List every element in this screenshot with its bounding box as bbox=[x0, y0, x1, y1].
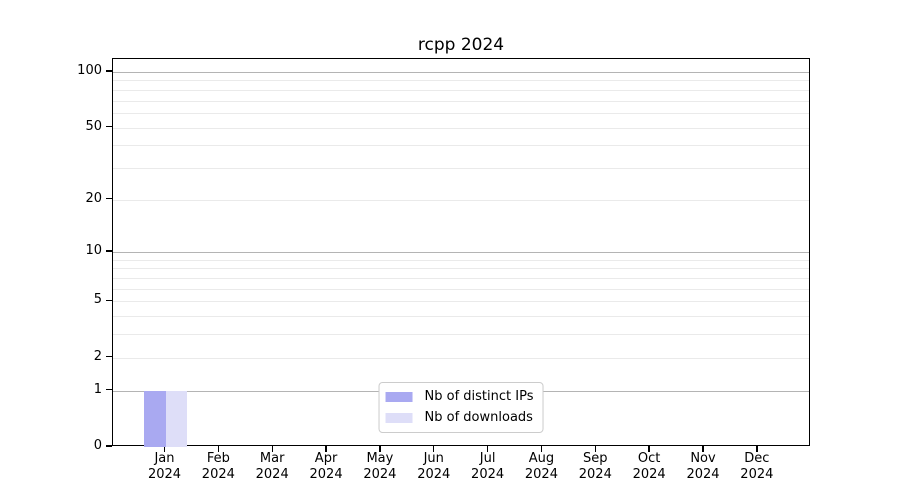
gridline-minor-2 bbox=[113, 357, 809, 359]
y-tick-5 bbox=[106, 299, 112, 302]
x-tick-nov bbox=[702, 446, 704, 452]
gridline-minor-5 bbox=[113, 301, 809, 303]
gridline-minor-70 bbox=[113, 100, 809, 102]
gridline-minor-30 bbox=[113, 167, 809, 169]
legend-label: Nb of downloads bbox=[424, 410, 533, 425]
gridline-minor-60 bbox=[113, 112, 809, 114]
plot-area: Nb of distinct IPs Nb of downloads bbox=[112, 58, 810, 447]
x-tick-jul bbox=[486, 446, 489, 452]
x-tick-jun bbox=[433, 446, 435, 452]
x-tick-label-aug: Aug 2024 bbox=[524, 451, 558, 482]
x-tick-oct bbox=[648, 446, 650, 452]
legend-swatch-icon bbox=[385, 413, 413, 423]
x-tick-label-dec: Dec 2024 bbox=[740, 451, 774, 482]
x-tick-aug bbox=[540, 446, 543, 452]
x-tick-label-nov: Nov 2024 bbox=[686, 451, 720, 482]
y-tick-label-10: 10 bbox=[85, 243, 102, 259]
gridline-minor-80 bbox=[113, 89, 809, 91]
x-tick-feb bbox=[217, 446, 220, 452]
gridline-major-10 bbox=[113, 252, 809, 254]
x-tick-label-may: May 2024 bbox=[363, 451, 397, 482]
gridline-minor-9 bbox=[113, 259, 809, 261]
x-tick-label-apr: Apr 2024 bbox=[309, 451, 343, 482]
x-tick-mar bbox=[271, 446, 273, 452]
legend: Nb of distinct IPs Nb of downloads bbox=[378, 382, 544, 433]
chart-title: rcpp 2024 bbox=[417, 35, 505, 55]
y-tick-label-100: 100 bbox=[77, 62, 102, 78]
gridline-minor-6 bbox=[113, 288, 809, 290]
y-tick-label-1: 1 bbox=[93, 381, 102, 397]
gridline-major-100 bbox=[113, 71, 809, 74]
y-tick-50 bbox=[106, 125, 112, 128]
gridline-minor-90 bbox=[113, 80, 809, 82]
y-tick-1 bbox=[106, 388, 112, 391]
gridline-minor-4 bbox=[113, 316, 809, 318]
x-tick-label-jul: Jul 2024 bbox=[471, 451, 505, 482]
x-tick-apr bbox=[325, 446, 327, 452]
gridline-minor-20 bbox=[113, 199, 809, 201]
y-tick-label-20: 20 bbox=[85, 190, 102, 206]
x-tick-label-jun: Jun 2024 bbox=[417, 451, 451, 482]
legend-entry-0: Nb of distinct IPs bbox=[385, 388, 534, 406]
x-tick-sep bbox=[594, 446, 596, 452]
y-tick-100 bbox=[106, 70, 112, 72]
legend-swatch-icon bbox=[385, 392, 413, 402]
gridline-minor-8 bbox=[113, 268, 809, 270]
y-tick-label-50: 50 bbox=[85, 118, 102, 134]
x-tick-dec bbox=[756, 446, 758, 452]
y-tick-10 bbox=[106, 250, 112, 252]
y-tick-label-5: 5 bbox=[93, 292, 102, 308]
bar-jan-2024-s0 bbox=[144, 390, 166, 447]
y-tick-label-0: 0 bbox=[93, 438, 102, 453]
y-tick-0 bbox=[106, 445, 112, 447]
gridline-minor-7 bbox=[113, 278, 809, 280]
x-tick-label-mar: Mar 2024 bbox=[255, 451, 289, 482]
gridline-minor-50 bbox=[113, 127, 809, 129]
legend-label: Nb of distinct IPs bbox=[424, 389, 534, 404]
x-tick-jan bbox=[163, 446, 166, 452]
x-tick-label-oct: Oct 2024 bbox=[632, 451, 666, 482]
gridline-minor-40 bbox=[113, 145, 809, 147]
y-tick-2 bbox=[106, 356, 112, 358]
x-tick-may bbox=[379, 446, 381, 452]
y-tick-label-2: 2 bbox=[93, 348, 102, 364]
gridline-minor-3 bbox=[113, 334, 809, 336]
legend-entry-1: Nb of downloads bbox=[385, 409, 534, 427]
x-tick-label-jan: Jan 2024 bbox=[147, 451, 182, 482]
x-tick-label-feb: Feb 2024 bbox=[201, 451, 235, 482]
bar-jan-2024-s1 bbox=[165, 390, 187, 447]
x-tick-label-sep: Sep 2024 bbox=[578, 451, 612, 482]
y-tick-20 bbox=[106, 197, 112, 200]
